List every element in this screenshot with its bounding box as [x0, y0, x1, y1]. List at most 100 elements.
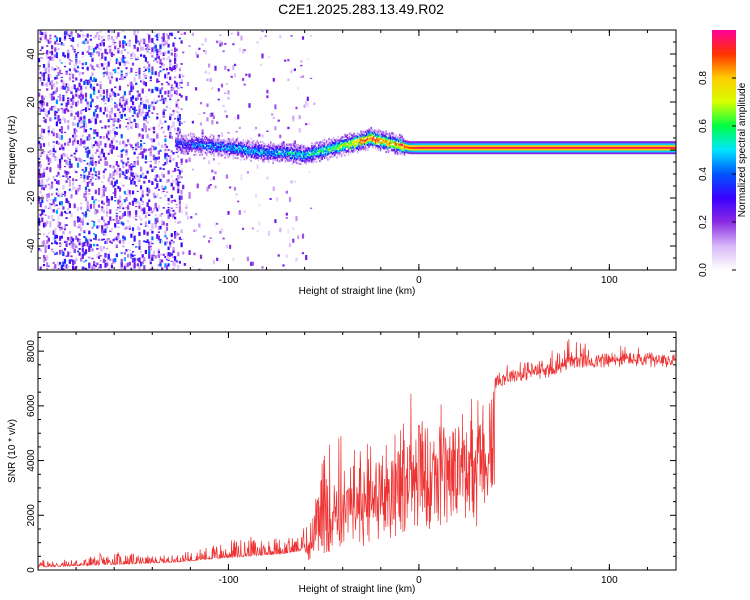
spectrogram-noise-cell — [127, 118, 130, 120]
spectrogram-ridge-cell — [404, 141, 407, 145]
spectrogram-ridge-cell — [295, 146, 297, 149]
spectrogram-noise-cell — [91, 58, 94, 62]
spectrogram-ridge-cell — [342, 141, 344, 145]
spectrogram-ridge-cell — [473, 150, 475, 153]
spectrogram-noise-cell — [101, 194, 104, 198]
spectrogram-noise-cell — [175, 103, 178, 105]
spectrogram-ridge-cell — [364, 146, 367, 149]
spectrogram-ridge-cell — [345, 145, 347, 148]
spectrogram-noise-cell — [162, 207, 165, 209]
spectrogram-noise-cell — [174, 59, 177, 64]
spectrogram-noise-cell — [49, 199, 52, 201]
spectrogram-ridge-cell — [270, 146, 272, 149]
spectrogram-noise-cell — [73, 156, 76, 159]
spectrogram-ridge-cell — [435, 152, 438, 155]
spectrogram-ridge-cell — [292, 149, 295, 153]
spectrogram-ridge-cell — [431, 148, 433, 151]
spectrogram-ridge-cell — [274, 154, 277, 157]
spectrogram-ridge-cell — [428, 150, 431, 153]
spectrogram-ridge-cell — [455, 148, 457, 151]
spectrogram-noise-cell — [55, 65, 58, 67]
spectrogram-noise-cell — [76, 225, 80, 229]
spectrogram-noise-cell — [97, 47, 101, 50]
spectrogram-noise-cell — [41, 173, 44, 178]
spectrogram-noise-cell — [86, 208, 89, 212]
spectrogram-noise-cell — [195, 229, 198, 232]
spectrogram-ridge-cell — [204, 151, 207, 154]
spectrogram-noise-cell — [175, 180, 178, 183]
spectrogram-ridge-cell — [493, 152, 496, 155]
spectrogram-noise-cell — [127, 169, 130, 173]
spectrogram-noise-cell — [107, 221, 110, 223]
spectrogram-ridge-cell — [196, 144, 199, 147]
spectrogram-ridge-cell — [421, 148, 424, 151]
spectrogram-ridge-cell — [234, 148, 237, 151]
spectrogram-ridge-cell — [257, 141, 259, 144]
spectrogram-ridge-cell — [355, 143, 358, 146]
spectrogram-noise-cell — [127, 124, 130, 129]
spectrogram-noise-cell — [38, 169, 41, 174]
spectrogram-noise-cell — [175, 53, 178, 58]
spectrogram-ridge-cell — [280, 143, 282, 146]
spectrogram-ridge-cell — [355, 147, 358, 150]
spectrogram-ridge-cell — [222, 140, 224, 143]
spectrogram-noise-cell — [117, 222, 120, 224]
spectrogram-ridge-cell — [375, 133, 377, 136]
spectrogram-noise-cell — [151, 154, 154, 157]
spectrogram-ridge-cell — [233, 143, 235, 146]
spectrogram-noise-cell — [175, 101, 178, 103]
spectrogram-ridge-cell — [324, 155, 327, 158]
spectrogram-ridge-cell — [234, 150, 237, 153]
spectrogram-ridge-cell — [372, 135, 375, 138]
spectrogram-noise-cell — [219, 40, 222, 44]
spectrogram-noise-cell — [106, 145, 109, 147]
spectrogram-ridge-cell — [182, 134, 184, 137]
spectrogram-noise-cell — [42, 64, 46, 68]
spectrogram-ridge-cell — [479, 148, 481, 151]
spectrogram-ridge-cell — [201, 137, 203, 140]
spectrogram-noise-cell — [238, 210, 241, 215]
spectrogram-ridge-cell — [327, 158, 329, 161]
spectrogram-ridge-cell — [175, 144, 177, 147]
spectrogram-noise-cell — [120, 75, 123, 81]
spectrogram-noise-cell — [120, 153, 123, 158]
spectrogram-noise-cell — [123, 91, 126, 96]
spectrogram-ridge-cell — [463, 141, 465, 144]
spectrogram-ridge-cell — [264, 148, 266, 152]
spectrogram-noise-cell — [38, 247, 41, 251]
spectrogram-ridge-cell — [371, 145, 374, 148]
spectrogram-ridge-cell — [368, 141, 370, 144]
spectrogram-noise-cell — [290, 35, 293, 37]
spectrogram-noise-cell — [38, 162, 41, 166]
spectrogram-noise-cell — [131, 84, 135, 87]
spectrogram-ridge-cell — [257, 159, 259, 162]
spectrogram-ridge-cell — [297, 146, 299, 149]
spectrogram-ridge-cell — [340, 155, 343, 158]
spectrogram-ridge-cell — [231, 153, 233, 156]
spectrogram-noise-cell — [217, 134, 220, 138]
spectrogram-noise-cell — [72, 74, 75, 79]
spectrogram-ridge-cell — [475, 150, 478, 153]
spectrogram-ridge-cell — [448, 141, 450, 144]
spectrogram-ridge-cell — [191, 147, 193, 150]
spectrogram-ridge-cell — [386, 147, 389, 150]
spectrogram-noise-cell — [135, 97, 138, 101]
spectrogram-ridge-cell — [410, 146, 413, 149]
spectrogram-ridge-cell — [242, 148, 245, 151]
spectrogram-ridge-cell — [192, 140, 194, 143]
spectrogram-noise-cell — [39, 77, 42, 82]
spectrogram-ridge-cell — [282, 143, 285, 146]
spectrogram-noise-cell — [208, 72, 211, 75]
spectrogram-noise-cell — [279, 134, 282, 139]
spectrogram-noise-cell — [104, 156, 107, 161]
spectrogram-noise-cell — [146, 135, 149, 139]
spectrogram-ridge-cell — [233, 152, 235, 155]
spectrogram-noise-cell — [57, 171, 60, 176]
spectrogram-noise-cell — [172, 214, 175, 216]
spectrogram-ridge-cell — [335, 151, 337, 154]
spectrogram-ridge-cell — [290, 155, 293, 158]
spectrogram-ridge-cell — [483, 146, 486, 149]
spectrogram-noise-cell — [159, 119, 162, 124]
spectrogram-noise-cell — [94, 108, 97, 112]
spectrogram-ridge-cell — [258, 149, 261, 152]
